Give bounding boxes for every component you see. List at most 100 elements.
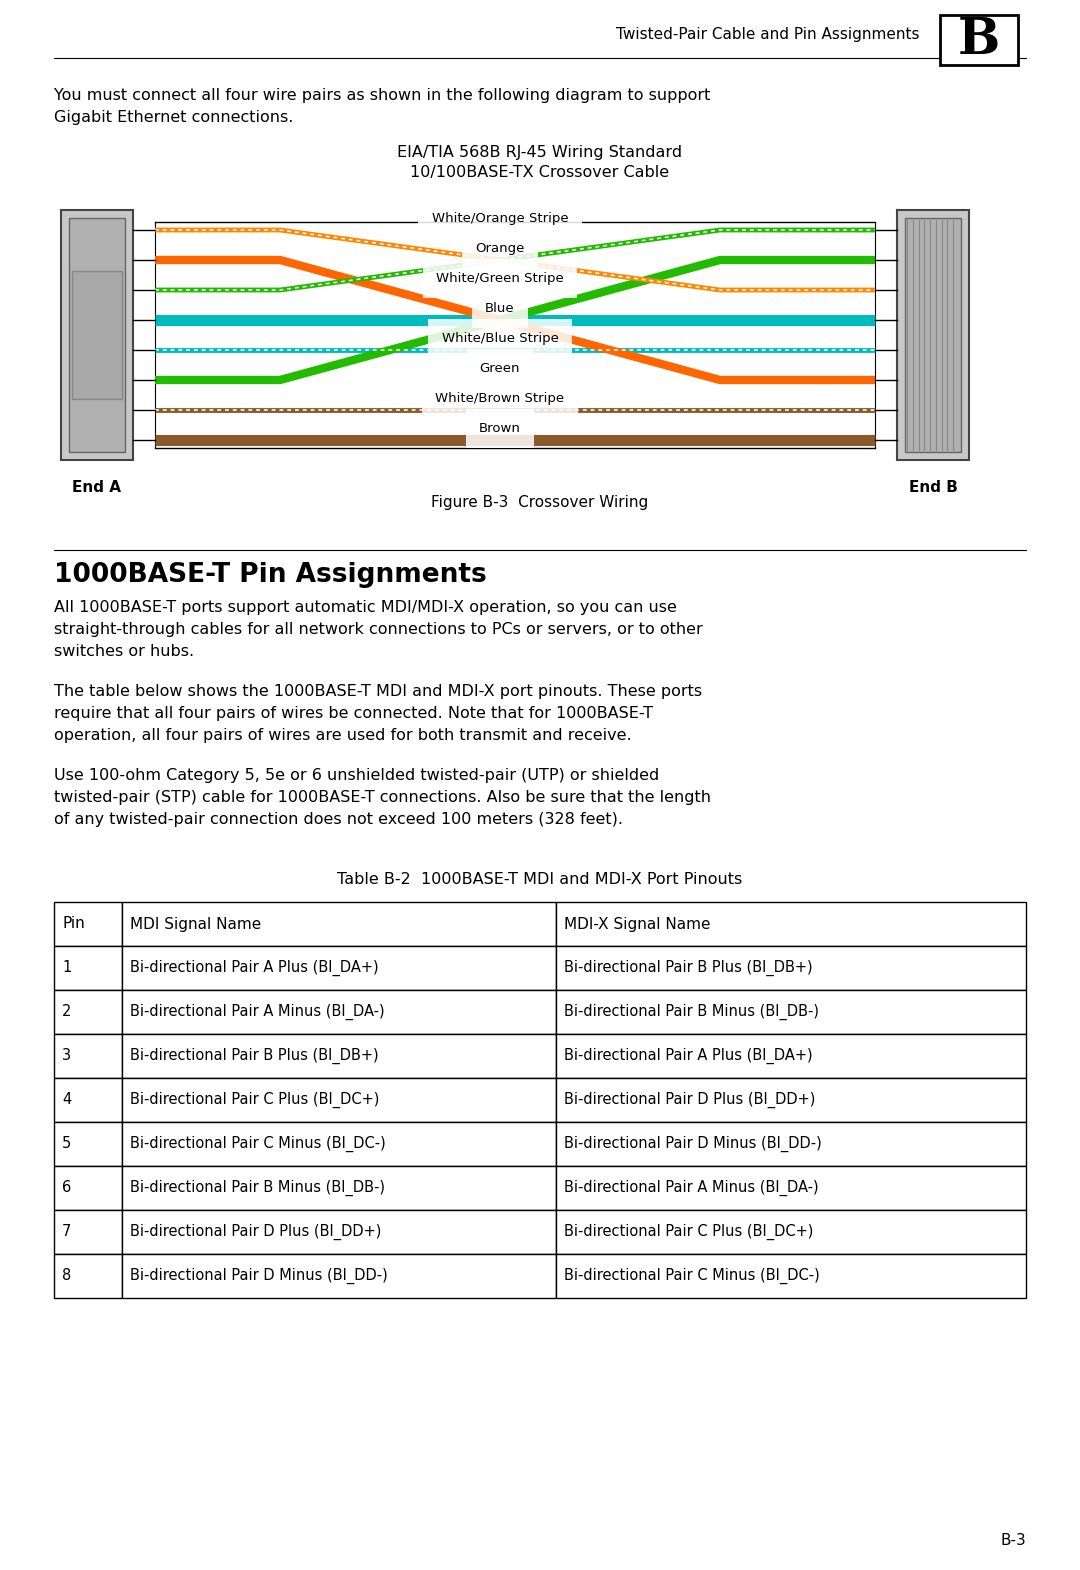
- Text: 4: 4: [123, 314, 131, 327]
- Bar: [556, 1123, 1026, 1167]
- Text: Bi-directional Pair A Minus (BI_DA-): Bi-directional Pair A Minus (BI_DA-): [564, 1181, 819, 1196]
- Bar: [122, 1035, 556, 1079]
- Bar: [556, 1167, 1026, 1210]
- Text: 7: 7: [62, 1225, 71, 1239]
- Text: Blue: Blue: [485, 301, 515, 316]
- Bar: [122, 1123, 556, 1167]
- Text: Bi-directional Pair D Plus (BI_DD+): Bi-directional Pair D Plus (BI_DD+): [564, 1091, 815, 1108]
- Text: End A: End A: [72, 480, 121, 495]
- Text: twisted-pair (STP) cable for 1000BASE-T connections. Also be sure that the lengt: twisted-pair (STP) cable for 1000BASE-T …: [54, 790, 711, 805]
- Text: 8: 8: [62, 1269, 71, 1284]
- Text: 1: 1: [899, 284, 907, 297]
- Bar: [54, 903, 122, 947]
- Text: The table below shows the 1000BASE-T MDI and MDI-X port pinouts. These ports: The table below shows the 1000BASE-T MDI…: [54, 685, 702, 699]
- Bar: [940, 16, 1018, 64]
- Text: Bi-directional Pair D Minus (BI_DD-): Bi-directional Pair D Minus (BI_DD-): [130, 1269, 388, 1284]
- Text: White/Green Stripe: White/Green Stripe: [436, 272, 564, 286]
- Text: of any twisted-pair connection does not exceed 100 meters (328 feet).: of any twisted-pair connection does not …: [54, 812, 623, 827]
- Bar: [122, 1079, 556, 1123]
- Text: 5: 5: [62, 1137, 71, 1151]
- Bar: [556, 1254, 1026, 1298]
- Text: switches or hubs.: switches or hubs.: [54, 644, 194, 659]
- Text: operation, all four pairs of wires are used for both transmit and receive.: operation, all four pairs of wires are u…: [54, 728, 632, 743]
- Bar: [54, 947, 122, 991]
- Text: Bi-directional Pair C Minus (BI_DC-): Bi-directional Pair C Minus (BI_DC-): [130, 1137, 386, 1152]
- Text: 3: 3: [899, 223, 907, 237]
- Bar: [122, 903, 556, 947]
- Text: Brown: Brown: [480, 422, 521, 435]
- Text: You must connect all four wire pairs as shown in the following diagram to suppor: You must connect all four wire pairs as …: [54, 88, 711, 104]
- Bar: [122, 1210, 556, 1254]
- Bar: [556, 1210, 1026, 1254]
- Text: Bi-directional Pair A Plus (BI_DA+): Bi-directional Pair A Plus (BI_DA+): [564, 1047, 812, 1064]
- Text: 1: 1: [123, 223, 131, 237]
- Text: 2: 2: [899, 374, 907, 386]
- Text: B: B: [958, 16, 1000, 64]
- Text: Pin: Pin: [62, 917, 84, 931]
- Text: Twisted-Pair Cable and Pin Assignments: Twisted-Pair Cable and Pin Assignments: [617, 28, 920, 42]
- Bar: [556, 991, 1026, 1035]
- Text: 5: 5: [899, 344, 907, 356]
- Text: Orange: Orange: [475, 242, 525, 254]
- Text: Bi-directional Pair A Minus (BI_DA-): Bi-directional Pair A Minus (BI_DA-): [130, 1003, 384, 1020]
- Text: B-3: B-3: [1000, 1532, 1026, 1548]
- Text: Use 100-ohm Category 5, 5e or 6 unshielded twisted-pair (UTP) or shielded: Use 100-ohm Category 5, 5e or 6 unshield…: [54, 768, 659, 783]
- Text: 6: 6: [62, 1181, 71, 1195]
- Text: Bi-directional Pair B Minus (BI_DB-): Bi-directional Pair B Minus (BI_DB-): [564, 1003, 819, 1020]
- Text: 5: 5: [123, 344, 131, 356]
- Text: Bi-directional Pair B Minus (BI_DB-): Bi-directional Pair B Minus (BI_DB-): [130, 1181, 384, 1196]
- Bar: [556, 903, 1026, 947]
- Bar: [54, 1167, 122, 1210]
- Text: 7: 7: [123, 403, 131, 416]
- Text: White/Blue Stripe: White/Blue Stripe: [442, 331, 558, 345]
- Text: 3: 3: [123, 284, 131, 297]
- Text: 2: 2: [62, 1005, 71, 1019]
- Bar: [60, 210, 133, 460]
- Text: Bi-directional Pair C Minus (BI_DC-): Bi-directional Pair C Minus (BI_DC-): [564, 1269, 820, 1284]
- Text: 8: 8: [899, 433, 907, 446]
- Text: 3: 3: [62, 1049, 71, 1063]
- Bar: [122, 947, 556, 991]
- Bar: [122, 991, 556, 1035]
- Text: Bi-directional Pair C Plus (BI_DC+): Bi-directional Pair C Plus (BI_DC+): [564, 1225, 813, 1240]
- Text: Bi-directional Pair D Plus (BI_DD+): Bi-directional Pair D Plus (BI_DD+): [130, 1225, 381, 1240]
- Bar: [54, 1210, 122, 1254]
- Text: EIA/TIA 568B RJ-45 Wiring Standard: EIA/TIA 568B RJ-45 Wiring Standard: [397, 144, 683, 160]
- Text: Figure B-3  Crossover Wiring: Figure B-3 Crossover Wiring: [431, 495, 649, 510]
- Text: 4: 4: [899, 314, 907, 327]
- Bar: [54, 1254, 122, 1298]
- Text: 1: 1: [62, 961, 71, 975]
- Text: require that all four pairs of wires be connected. Note that for 1000BASE-T: require that all four pairs of wires be …: [54, 706, 653, 721]
- Bar: [897, 210, 969, 460]
- Bar: [905, 218, 961, 452]
- Text: All 1000BASE-T ports support automatic MDI/MDI-X operation, so you can use: All 1000BASE-T ports support automatic M…: [54, 600, 677, 615]
- Text: 6: 6: [899, 253, 907, 267]
- Text: White/Orange Stripe: White/Orange Stripe: [432, 212, 568, 225]
- Text: MDI Signal Name: MDI Signal Name: [130, 917, 261, 931]
- Bar: [556, 1079, 1026, 1123]
- Text: Green: Green: [480, 363, 521, 375]
- Text: Bi-directional Pair B Plus (BI_DB+): Bi-directional Pair B Plus (BI_DB+): [564, 959, 812, 977]
- Bar: [122, 1254, 556, 1298]
- Bar: [69, 218, 125, 452]
- Text: Table B-2  1000BASE-T MDI and MDI-X Port Pinouts: Table B-2 1000BASE-T MDI and MDI-X Port …: [337, 871, 743, 887]
- Bar: [54, 1079, 122, 1123]
- Text: Bi-directional Pair B Plus (BI_DB+): Bi-directional Pair B Plus (BI_DB+): [130, 1047, 379, 1064]
- Text: 2: 2: [123, 253, 131, 267]
- Bar: [54, 1035, 122, 1079]
- Bar: [72, 270, 122, 399]
- Text: Gigabit Ethernet connections.: Gigabit Ethernet connections.: [54, 110, 294, 126]
- Bar: [54, 1123, 122, 1167]
- Bar: [54, 991, 122, 1035]
- Text: 8: 8: [123, 433, 131, 446]
- Text: 10/100BASE-TX Crossover Cable: 10/100BASE-TX Crossover Cable: [410, 165, 670, 181]
- Bar: [556, 947, 1026, 991]
- Text: MDI-X Signal Name: MDI-X Signal Name: [564, 917, 711, 931]
- Text: 7: 7: [899, 403, 907, 416]
- Text: Bi-directional Pair C Plus (BI_DC+): Bi-directional Pair C Plus (BI_DC+): [130, 1091, 379, 1108]
- Text: 6: 6: [123, 374, 131, 386]
- Text: White/Brown Stripe: White/Brown Stripe: [435, 392, 565, 405]
- Bar: [556, 1035, 1026, 1079]
- Text: 4: 4: [62, 1093, 71, 1107]
- Text: Bi-directional Pair D Minus (BI_DD-): Bi-directional Pair D Minus (BI_DD-): [564, 1137, 822, 1152]
